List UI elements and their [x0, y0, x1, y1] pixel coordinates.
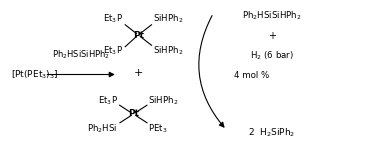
Text: SiHPh$_2$: SiHPh$_2$	[149, 95, 179, 107]
Text: Ph$_2$HSi: Ph$_2$HSi	[87, 122, 118, 135]
Text: Pt: Pt	[133, 31, 144, 39]
Text: SiHPh$_2$: SiHPh$_2$	[153, 45, 184, 57]
Text: 2  H$_2$SiPh$_2$: 2 H$_2$SiPh$_2$	[248, 127, 295, 139]
FancyArrowPatch shape	[199, 15, 224, 127]
Text: +: +	[268, 31, 276, 41]
Text: 4 mol %: 4 mol %	[234, 72, 269, 80]
Text: Pt: Pt	[128, 110, 139, 118]
Text: +: +	[134, 68, 143, 78]
Text: H$_2$ (6 bar): H$_2$ (6 bar)	[249, 49, 293, 62]
Text: Et$_3$P: Et$_3$P	[104, 13, 123, 25]
Text: SiHPh$_2$: SiHPh$_2$	[153, 13, 184, 25]
Text: PEt$_3$: PEt$_3$	[149, 122, 168, 135]
Text: Ph$_2$HSiSiHPh$_2$: Ph$_2$HSiSiHPh$_2$	[53, 48, 110, 61]
Text: Et$_3$P: Et$_3$P	[98, 95, 118, 107]
Text: [Pt(PEt$_3$)$_3$]: [Pt(PEt$_3$)$_3$]	[11, 68, 58, 81]
Text: Ph$_2$HSiSiHPh$_2$: Ph$_2$HSiSiHPh$_2$	[242, 10, 301, 22]
Text: Et$_3$P: Et$_3$P	[104, 45, 123, 57]
